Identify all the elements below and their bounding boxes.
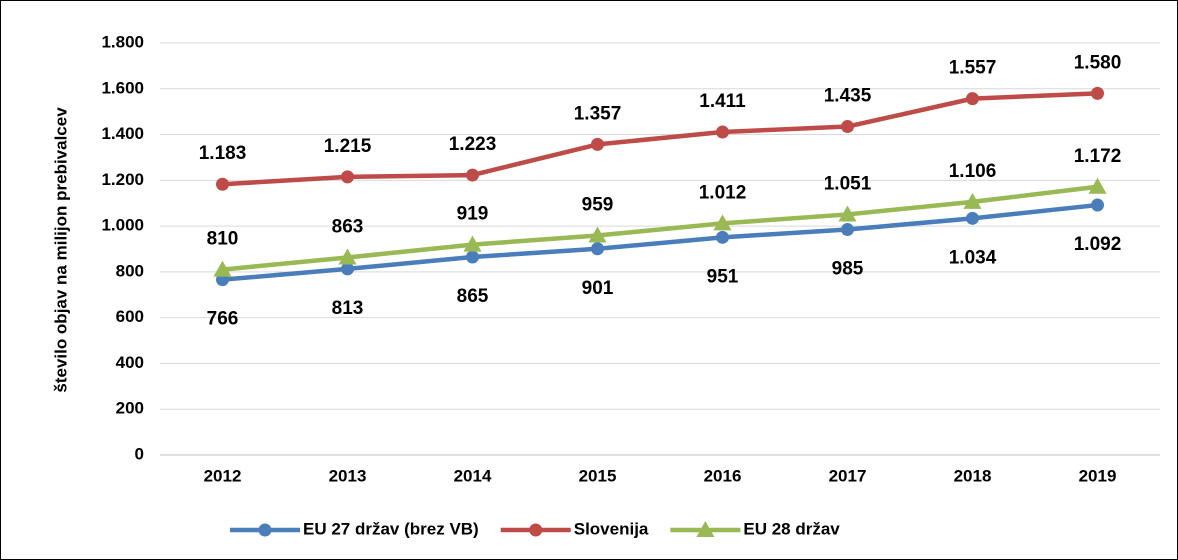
data-point (1091, 198, 1104, 212)
data-label: 863 (332, 216, 364, 237)
legend-label: EU 27 držav (brez VB) (303, 519, 479, 538)
data-label: 1.051 (824, 173, 872, 194)
data-point (213, 260, 232, 277)
y-axis-title: število objav na milijon prebivalcev (51, 107, 70, 393)
data-label: 959 (582, 195, 614, 216)
data-point (713, 214, 732, 231)
legend-marker (529, 523, 543, 537)
legend-marker (696, 521, 715, 537)
y-tick-label: 200 (116, 399, 144, 418)
data-label: 1.580 (1074, 52, 1122, 73)
y-tick-label: 400 (116, 353, 144, 372)
series-line (222, 91, 1098, 187)
y-tick-label: 1.400 (101, 124, 144, 143)
data-point (841, 223, 854, 237)
data-point (966, 92, 979, 106)
data-label: 766 (207, 309, 239, 330)
series-line (222, 202, 1098, 282)
legend-label: Slovenija (574, 519, 649, 538)
data-label: 985 (832, 259, 864, 280)
x-tick-label: 2016 (704, 466, 742, 485)
data-point (716, 230, 729, 244)
data-label: 919 (457, 204, 489, 225)
x-tick-label: 2013 (329, 466, 367, 485)
data-point (841, 120, 854, 134)
y-tick-label: 800 (116, 261, 144, 280)
y-tick-label: 0 (135, 444, 144, 463)
data-point (591, 137, 604, 151)
data-label: 1.357 (574, 103, 622, 124)
data-label: 1.215 (324, 136, 372, 157)
data-label: 1.106 (949, 161, 997, 182)
y-tick-label: 1.600 (101, 78, 144, 97)
data-point (466, 168, 479, 182)
data-label: 1.183 (199, 143, 247, 164)
data-point (716, 125, 729, 139)
x-tick-label: 2014 (454, 466, 492, 485)
data-label: 810 (207, 229, 239, 250)
data-point (338, 248, 357, 265)
data-label: 1.092 (1074, 234, 1122, 255)
data-label: 1.012 (699, 182, 747, 203)
data-label: 1.034 (949, 247, 997, 268)
y-tick-label: 1.200 (101, 170, 144, 189)
data-label: 1.435 (824, 86, 872, 107)
data-point (1088, 177, 1107, 194)
data-point (216, 177, 229, 191)
data-point (341, 170, 354, 184)
data-label: 1.223 (449, 134, 497, 155)
data-label: 901 (582, 278, 614, 299)
data-point (966, 211, 979, 225)
x-tick-label: 2018 (954, 466, 992, 485)
y-tick-label: 1.800 (101, 32, 144, 51)
series-line (222, 184, 1098, 272)
data-point (591, 242, 604, 256)
legend-marker (258, 523, 272, 537)
data-label: 813 (332, 298, 364, 319)
data-point (341, 262, 354, 276)
data-point (466, 250, 479, 264)
data-label: 1.172 (1074, 146, 1122, 167)
data-label: 1.411 (699, 91, 746, 112)
x-tick-label: 2017 (829, 466, 867, 485)
data-point (1091, 86, 1104, 100)
y-tick-label: 600 (116, 307, 144, 326)
data-point (838, 205, 857, 222)
data-point (588, 226, 607, 243)
x-tick-label: 2019 (1079, 466, 1117, 485)
x-tick-label: 2015 (579, 466, 617, 485)
data-label: 951 (707, 266, 739, 287)
legend-label: EU 28 držav (743, 519, 840, 538)
data-label: 1.557 (949, 58, 997, 79)
data-label: 865 (457, 286, 489, 307)
data-point (963, 192, 982, 209)
data-point (463, 235, 482, 252)
y-tick-label: 1.000 (101, 216, 144, 235)
x-tick-label: 2012 (204, 466, 242, 485)
